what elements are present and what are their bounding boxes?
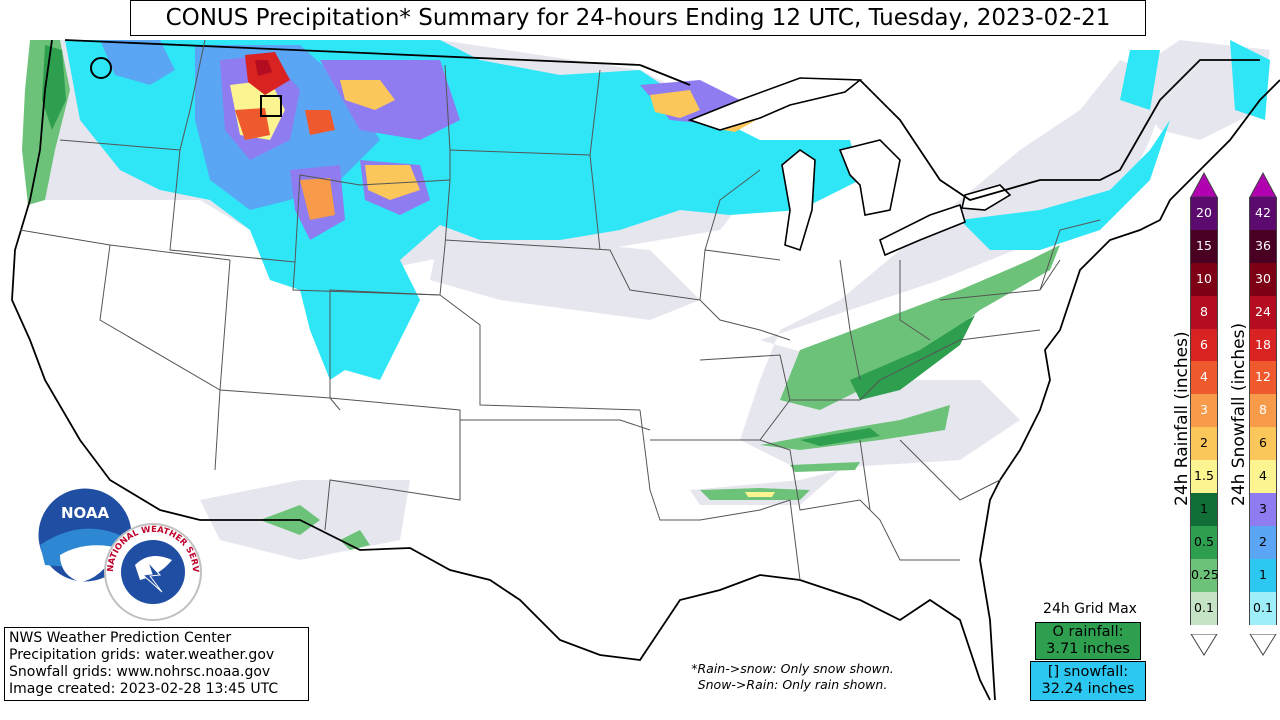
max-snowfall-label: [] snowfall: [1047, 664, 1129, 680]
snow-scale-level: 0.1 [1249, 591, 1277, 625]
note-line: *Rain->snow: Only snow shown. [691, 661, 894, 676]
snow-areas [65, 40, 1270, 380]
snow-scale-top-arrow [1249, 172, 1277, 198]
snow-scale-level: 36 [1249, 229, 1277, 263]
snow-scale-level: 6 [1249, 427, 1277, 461]
snow-scale-level: 18 [1249, 328, 1277, 362]
page-title: CONUS Precipitation* Summary for 24-hour… [130, 0, 1146, 36]
coastline [11, 39, 1280, 701]
rain-scale-level: 1 [1190, 493, 1218, 526]
rain-scale-level: 3 [1190, 394, 1218, 428]
snow-scale-level: 3 [1249, 493, 1277, 526]
snow-scale-bottom-arrow [1249, 634, 1277, 656]
national-border [64, 39, 1260, 201]
snow-scale-level: 4 [1249, 460, 1277, 494]
max-rainfall-marker [90, 57, 112, 79]
rain-scale-level: 0.1 [1190, 591, 1218, 625]
credit-line: Precipitation grids: water.weather.gov [9, 647, 275, 663]
rain-scale-level: 6 [1190, 328, 1218, 362]
rain-scale-level: 2 [1190, 427, 1218, 461]
precip-notes: *Rain->snow: Only snow shown. Snow->Rain… [660, 661, 925, 693]
great-lakes [687, 77, 1012, 257]
snow-scale-level: 2 [1249, 525, 1277, 559]
rain-scale-level: 0.5 [1190, 525, 1218, 559]
state-borders [19, 39, 1101, 581]
rain-scale-level: 0.25 [1190, 558, 1219, 592]
rain-scale-bottom-arrow [1190, 634, 1218, 656]
max-rainfall-label: O rainfall: [1052, 624, 1124, 640]
rain-scale-level: 8 [1190, 295, 1218, 329]
credits-box: NWS Weather Prediction Center Precipitat… [4, 627, 309, 701]
rain-colorbar: 20 15 10 8 6 4 3 2 1.5 1 0.5 0.25 0.1 [1190, 197, 1219, 625]
max-snowfall-marker [260, 95, 282, 117]
rain-scale-label: 24h Rainfall (inches) [1172, 331, 1192, 506]
rain-scale-level: 20 [1190, 197, 1218, 230]
noaa-logo-text: NOAA [61, 504, 110, 522]
max-rainfall-value: 3.71 inches [1046, 641, 1130, 657]
credit-line: Snowfall grids: www.nohrsc.noaa.gov [9, 664, 271, 680]
snow-scale-level: 42 [1249, 197, 1277, 230]
snow-scale-level: 12 [1249, 361, 1277, 395]
snow-scale-level: 1 [1249, 558, 1277, 592]
rain-scale-level: 10 [1190, 262, 1218, 296]
max-snowfall-box: [] snowfall: 32.24 inches [1030, 661, 1146, 701]
max-snowfall-value: 32.24 inches [1041, 681, 1135, 697]
credit-line: NWS Weather Prediction Center [9, 630, 232, 646]
rain-scale-top-arrow [1190, 172, 1218, 198]
rain-scale-level: 15 [1190, 229, 1218, 263]
max-rainfall-box: O rainfall: 3.71 inches [1035, 622, 1141, 660]
credit-line: Image created: 2023-02-28 13:45 UTC [9, 681, 279, 697]
snow-colorbar: 42 36 30 24 18 12 8 6 4 3 2 1 0.1 [1249, 197, 1277, 625]
grid-max-title: 24h Grid Max [1043, 601, 1137, 617]
snow-scale-level: 24 [1249, 295, 1277, 329]
rain-scale-level: 4 [1190, 361, 1218, 395]
snow-scale-level: 8 [1249, 394, 1277, 428]
rain-scale-level: 1.5 [1190, 460, 1218, 494]
rain-areas [22, 40, 1060, 550]
snow-scale-level: 30 [1249, 262, 1277, 296]
note-line: Snow->Rain: Only rain shown. [697, 677, 888, 692]
snow-scale-label: 24h Snowfall (inches) [1229, 322, 1249, 506]
